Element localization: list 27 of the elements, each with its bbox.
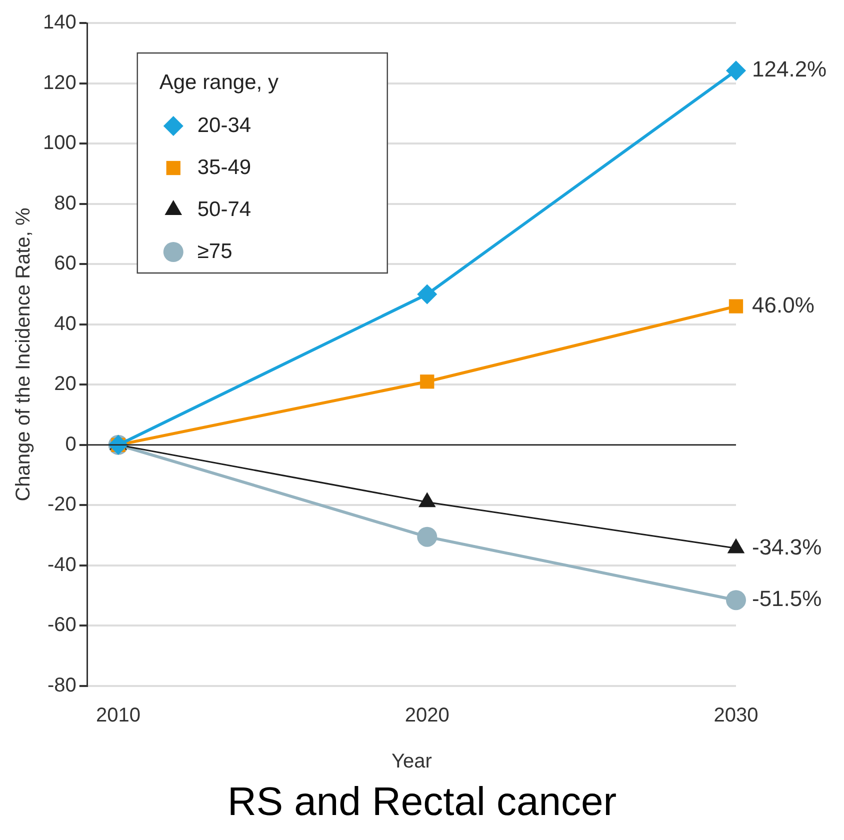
data-label: -34.3% (752, 534, 822, 560)
data-label: -51.5% (752, 586, 822, 612)
x-axis-title: Year (391, 750, 432, 773)
y-tick-label: 40 (54, 312, 76, 335)
y-tick-label: 60 (54, 252, 76, 275)
legend-title: Age range, y (159, 70, 279, 94)
x-tick-label: 2030 (714, 704, 758, 727)
y-tick-label: 120 (42, 72, 76, 94)
y-tick-label: -40 (47, 554, 76, 576)
data-label: 46.0% (752, 292, 814, 318)
y-tick-label: 100 (42, 132, 76, 154)
x-tick-label: 2010 (96, 704, 141, 727)
y-axis-title: Change of the Incidence Rate, % (12, 208, 35, 502)
legend-label: 35-49 (197, 156, 252, 179)
y-tick-label: 80 (54, 192, 76, 214)
text: RS and Rectal cancer (226, 779, 618, 826)
x-tick-label: 2020 (404, 704, 450, 727)
y-tick-label: 0 (65, 433, 76, 456)
y-tick-label: 140 (42, 12, 76, 34)
data-label: 124.2% (752, 56, 827, 82)
legend-label: ≥75 (197, 240, 232, 263)
y-tick-label: -80 (47, 674, 76, 697)
y-tick-label: -60 (47, 614, 76, 636)
legend-label: 50-74 (197, 198, 252, 221)
y-tick-label: -20 (47, 494, 76, 516)
y-tick-label: 20 (54, 373, 76, 396)
legend-label: 20-34 (197, 114, 252, 137)
